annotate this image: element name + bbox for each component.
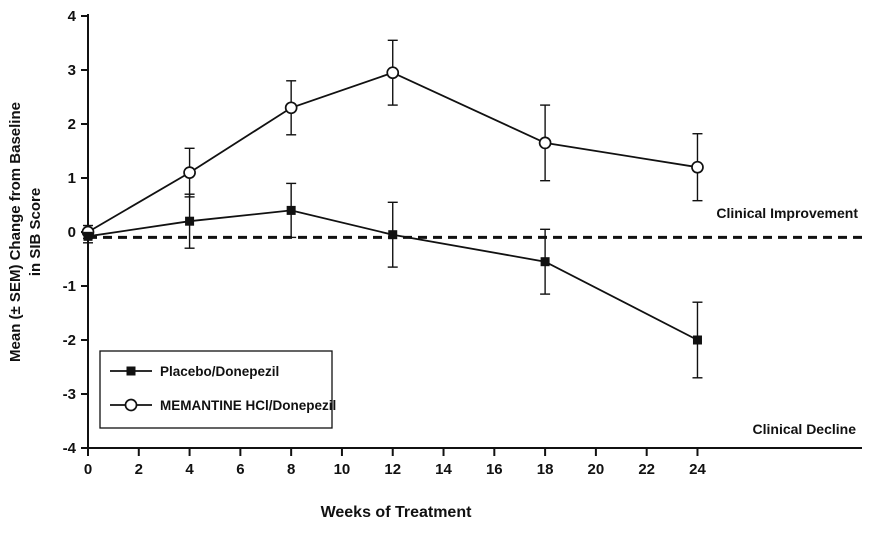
series-line — [87, 71, 698, 233]
x-tick-label: 16 — [486, 461, 503, 478]
legend-marker-square — [126, 366, 136, 376]
legend-label: MEMANTINE HCl/Donepezil — [160, 398, 336, 413]
data-point-square — [83, 231, 93, 241]
y-tick-label: -4 — [63, 440, 77, 457]
data-point-circle — [284, 101, 298, 115]
data-point-circle — [691, 160, 704, 174]
y-tick-label: -2 — [63, 332, 76, 349]
x-tick-label: 12 — [384, 461, 401, 478]
data-point-square — [286, 205, 296, 215]
data-point-square — [388, 230, 398, 240]
annotation-clinical-decline: Clinical Decline — [753, 421, 857, 437]
x-tick-label: 20 — [588, 461, 605, 478]
y-tick-label: 2 — [68, 116, 76, 133]
data-point-circle — [386, 66, 400, 80]
x-tick-label: 6 — [236, 461, 244, 478]
x-tick-label: 10 — [334, 461, 351, 478]
x-tick-label: 2 — [135, 461, 143, 478]
data-point-circle — [538, 136, 552, 150]
data-point-circle — [183, 166, 196, 179]
y-tick-label: 3 — [68, 62, 76, 79]
x-tick-label: 24 — [689, 461, 706, 478]
x-tick-label: 4 — [185, 461, 194, 478]
y-axis-title-line1: Mean (± SEM) Change from Baseline — [7, 102, 24, 362]
y-tick-label: -1 — [63, 278, 76, 295]
y-tick-label: 0 — [68, 224, 76, 241]
y-axis-title-line2: in SIB Score — [27, 188, 44, 276]
data-point-square — [540, 257, 550, 267]
y-tick-label: 4 — [68, 8, 77, 25]
data-point-square — [185, 216, 195, 226]
annotation-clinical-improvement: Clinical Improvement — [716, 205, 858, 221]
x-axis-title: Weeks of Treatment — [321, 504, 473, 521]
series-line — [87, 209, 698, 341]
y-tick-label: -3 — [63, 386, 76, 403]
legend-label: Placebo/Donepezil — [160, 364, 279, 379]
legend-box — [99, 350, 333, 429]
x-tick-label: 8 — [287, 461, 295, 478]
x-tick-label: 0 — [84, 461, 92, 478]
x-tick-label: 22 — [638, 461, 655, 478]
legend-marker-circle — [124, 398, 138, 412]
x-tick-label: 14 — [435, 461, 452, 478]
y-tick-label: 1 — [68, 170, 76, 187]
x-tick-label: 18 — [537, 461, 554, 478]
data-point-square — [692, 335, 702, 345]
